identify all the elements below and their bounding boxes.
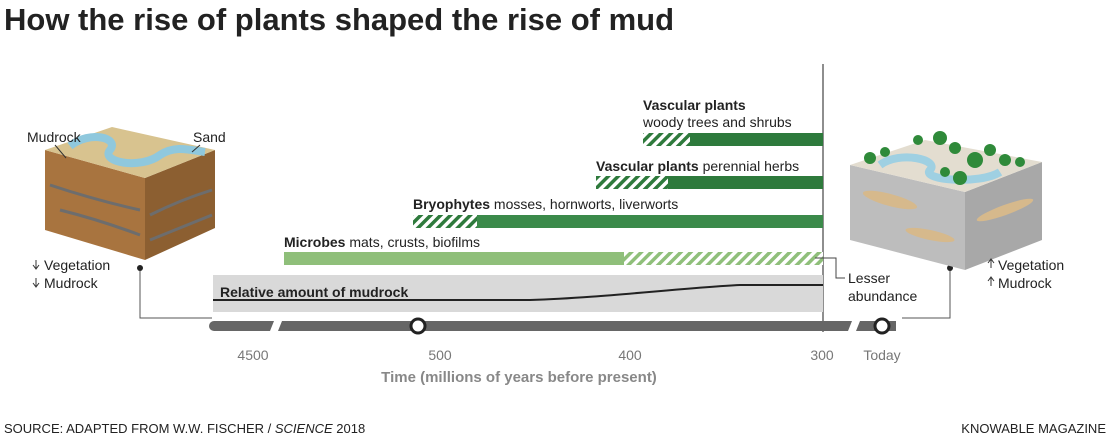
down-arrows — [32, 260, 40, 288]
tick-label: 400 — [618, 347, 642, 363]
label: Sand — [193, 129, 226, 145]
label: Mudrock — [998, 275, 1053, 291]
connector — [902, 268, 951, 319]
mudrock-curve — [213, 284, 823, 301]
group-name: Vascular plants — [643, 97, 746, 113]
connector — [139, 268, 212, 319]
right-illustration — [850, 131, 1042, 270]
source-text: SOURCE: ADAPTED FROM W.W. FISCHER / — [4, 421, 272, 436]
group-name: Bryophytes — [413, 196, 490, 212]
group-desc: mats, crusts, biofilms — [349, 234, 480, 250]
dot — [947, 265, 953, 271]
tick-label: Today — [863, 347, 900, 363]
dot — [137, 265, 143, 271]
leader — [815, 257, 845, 279]
group-label: Vascular plants perennial herbs — [596, 158, 799, 174]
bar — [477, 215, 823, 228]
label: Vegetation — [44, 257, 110, 273]
group-name: Vascular plants — [596, 158, 699, 174]
group-label: Microbes mats, crusts, biofilms — [284, 234, 480, 250]
bar — [690, 133, 823, 146]
left-illustration — [45, 127, 215, 260]
bar-hatched — [643, 133, 691, 146]
bar — [668, 176, 823, 189]
source-year: 2018 — [336, 421, 365, 436]
axis-title: Time (millions of years before present) — [381, 369, 657, 386]
bar — [284, 252, 624, 265]
note: Lesser — [848, 270, 890, 286]
group-desc: mosses, hornworts, liverworts — [494, 196, 678, 212]
tick-label: 4500 — [237, 347, 268, 363]
tick-label: 300 — [810, 347, 834, 363]
group-desc: perennial herbs — [703, 158, 800, 174]
note: abundance — [848, 288, 918, 304]
label: Vegetation — [998, 257, 1064, 273]
label: Mudrock — [44, 275, 99, 291]
timeline — [209, 317, 896, 335]
bar-hatched — [596, 176, 668, 189]
group-desc: woody trees and shrubs — [642, 114, 792, 130]
group-label: Vascular plants — [643, 97, 746, 113]
tick-label: 500 — [428, 347, 452, 363]
mudrock-band — [213, 275, 823, 312]
label: Mudrock — [27, 129, 82, 145]
group-label: Bryophytes mosses, hornworts, liverworts — [413, 196, 678, 212]
bars — [284, 133, 823, 265]
mudrock-label: Relative amount of mudrock — [220, 284, 408, 300]
leader — [191, 144, 201, 153]
group-name: Microbes — [284, 234, 346, 250]
bar-hatched — [413, 215, 477, 228]
source: SOURCE: ADAPTED FROM W.W. FISCHER / SCIE… — [4, 421, 365, 436]
up-arrows — [987, 258, 995, 286]
source-journal: SCIENCE — [275, 421, 333, 436]
bar-hatched — [624, 252, 823, 265]
credit: KNOWABLE MAGAZINE — [961, 421, 1106, 436]
title: How the rise of plants shaped the rise o… — [4, 2, 674, 37]
leader — [54, 144, 67, 159]
